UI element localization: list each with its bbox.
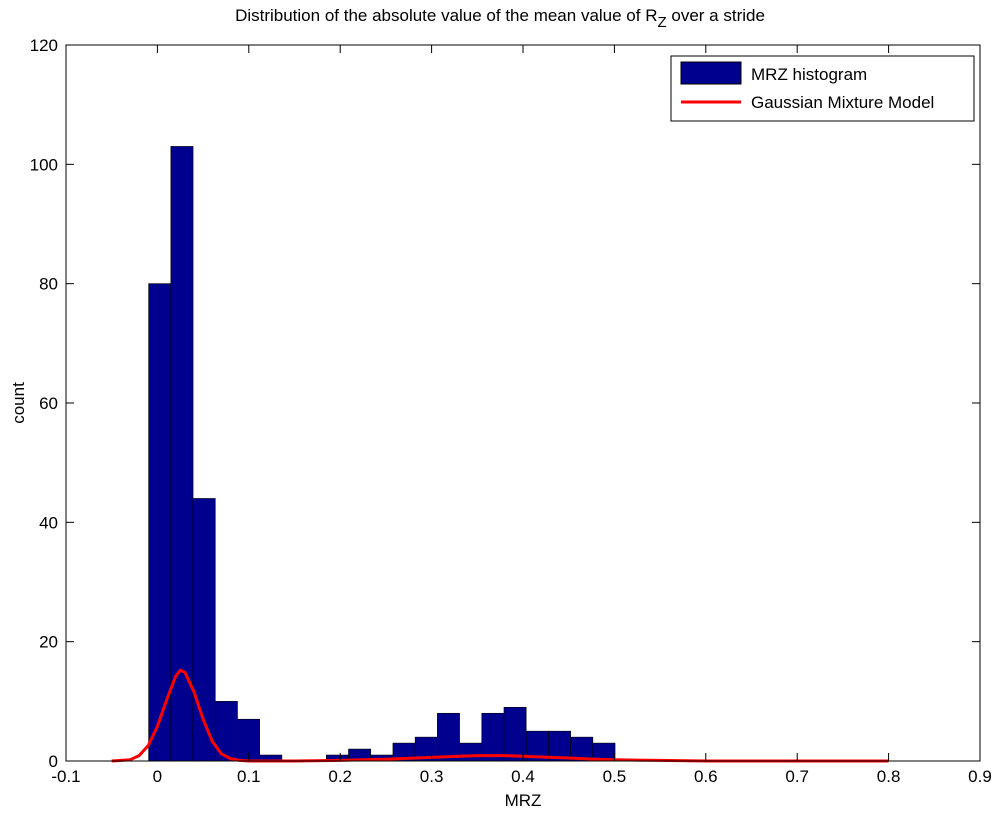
legend-swatch-histogram	[680, 61, 742, 85]
x-axis: -0.1 0 0.1 0.2 0.3 0.4 0.5 0.6 0.7 0.8 0.9	[51, 45, 992, 786]
y-tick-label: 20	[39, 633, 58, 652]
x-tick-label: -0.1	[51, 767, 80, 786]
y-tick-label: 40	[39, 513, 58, 532]
histogram-bar	[503, 706, 527, 762]
x-tick-label: 0.4	[511, 767, 535, 786]
x-tick-label: 0.2	[328, 767, 352, 786]
x-tick-label: 0.5	[603, 767, 627, 786]
x-tick-label: 0.8	[877, 767, 901, 786]
legend: MRZ histogram Gaussian Mixture Model	[670, 55, 975, 122]
chart-title: Distribution of the absolute value of th…	[0, 6, 1000, 31]
legend-label-gmm: Gaussian Mixture Model	[751, 93, 934, 112]
histogram-bar	[437, 712, 460, 762]
y-tick-label: 80	[39, 275, 58, 294]
y-axis-label: count	[9, 382, 28, 424]
legend-label-histogram: MRZ histogram	[751, 65, 867, 84]
x-tick-label: 0.7	[785, 767, 809, 786]
chart-title-main: Distribution of the absolute value of th…	[235, 6, 658, 25]
histogram-bar	[170, 146, 194, 762]
histogram-bar	[459, 742, 483, 762]
y-axis: 0 20 40 60 80 100 120	[30, 36, 980, 771]
histogram-bar	[148, 283, 172, 762]
histogram-bars	[148, 146, 616, 762]
y-tick-label: 120	[30, 36, 58, 55]
x-tick-label: 0.6	[694, 767, 718, 786]
y-tick-label: 100	[30, 155, 58, 174]
plot-area	[66, 45, 980, 761]
x-tick-label: 0	[153, 767, 162, 786]
chart-title-subscript: Z	[657, 14, 667, 31]
x-axis-label: MRZ	[505, 791, 542, 810]
x-tick-label: 0.9	[968, 767, 992, 786]
y-tick-label: 60	[39, 394, 58, 413]
x-tick-label: 0.3	[420, 767, 444, 786]
x-tick-label: 0.1	[237, 767, 261, 786]
histogram-bar	[481, 712, 505, 762]
y-tick-label: 0	[49, 752, 58, 771]
chart-title-tail: over a stride	[666, 6, 765, 25]
